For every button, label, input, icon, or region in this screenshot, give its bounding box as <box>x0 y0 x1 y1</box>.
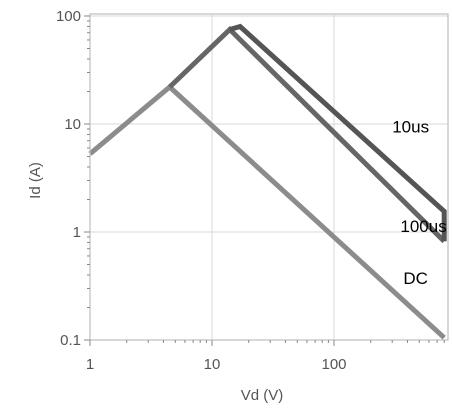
y-tick-label: 1 <box>73 224 81 241</box>
series-label-100us: 100us <box>400 217 446 236</box>
y-tick-label: 0.1 <box>60 332 81 349</box>
x-tick-label: 100 <box>321 356 346 373</box>
series-line-10us <box>229 23 447 242</box>
series-labels: DC 100us 10us <box>392 118 446 288</box>
y-tick-label: 10 <box>64 116 81 133</box>
series-label-10us: 10us <box>392 118 429 137</box>
axis-ticks: 1 10 100 0.1 1 10 100 <box>56 8 445 373</box>
y-tick-label: 100 <box>56 8 81 25</box>
x-axis-title: Vd (V) <box>241 387 284 404</box>
y-axis-title: Id (A) <box>27 162 44 199</box>
series-lines <box>88 23 447 340</box>
series-line-dc <box>88 83 446 340</box>
plot-frame <box>89 13 449 341</box>
series-label-dc: DC <box>403 269 428 288</box>
x-tick-label: 1 <box>86 356 94 373</box>
x-tick-label: 10 <box>204 356 221 373</box>
